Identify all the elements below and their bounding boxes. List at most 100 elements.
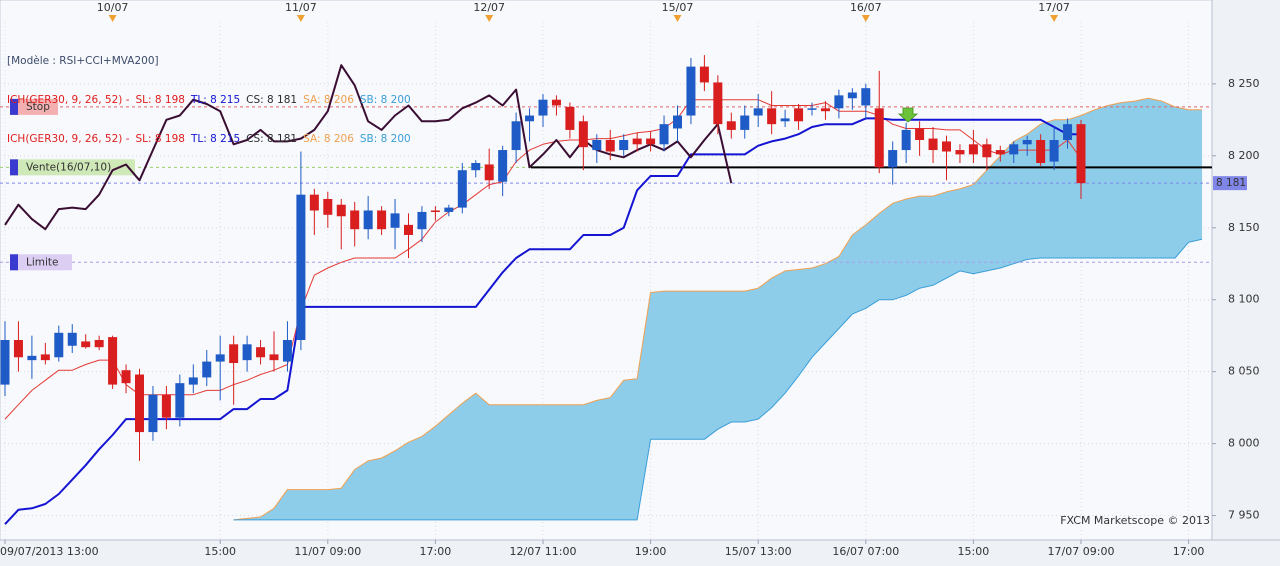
candle-body (753, 108, 763, 116)
candle-body (847, 92, 857, 99)
candle-body (686, 66, 696, 116)
day-marker (1050, 15, 1059, 22)
candle-body (780, 118, 790, 122)
candle-body (982, 144, 992, 158)
x-tick-label: 15:00 (204, 545, 236, 558)
candle-body (794, 108, 804, 122)
level-label-marker (10, 254, 18, 271)
candle-body (336, 204, 346, 217)
candle-body (148, 394, 158, 433)
candle-body (511, 121, 521, 151)
candle-body (551, 99, 561, 106)
indicator-name: ICH(GER30, 9, 26, 52) - (7, 94, 130, 106)
candle-body (377, 210, 387, 230)
x-tick-label: 09/07/2013 13:00 (0, 545, 99, 558)
candle-body (820, 108, 830, 112)
candle-body (726, 121, 736, 130)
legend-entry: CS: 8 181 (246, 94, 298, 106)
candle-body (121, 370, 131, 384)
candle-body (54, 332, 64, 358)
candle-body (417, 211, 427, 230)
candle-body (161, 394, 171, 418)
y-tick-label: 8 250 (1228, 77, 1260, 90)
candle-body (282, 339, 292, 362)
x-tick-label: 17:00 (420, 545, 452, 558)
candle-body (1009, 144, 1019, 155)
candle-body (457, 170, 467, 208)
candle-body (713, 82, 723, 125)
candle-body (901, 129, 911, 151)
day-label: 10/07 (97, 1, 129, 14)
day-marker (296, 15, 305, 22)
day-marker (108, 15, 117, 22)
candle-body (94, 339, 104, 348)
candle-body (861, 88, 871, 106)
candle-body (619, 139, 629, 151)
level-label-box (10, 254, 72, 271)
candle-body (968, 144, 978, 155)
candle-body (1036, 139, 1046, 164)
y-tick-label: 8 200 (1228, 149, 1260, 162)
level-label: Stop (26, 101, 50, 113)
candle-body (632, 138, 642, 145)
candle-body (363, 210, 373, 230)
candle-body (699, 66, 709, 83)
candle-body (13, 339, 23, 358)
candle-body (578, 121, 588, 148)
candle-body (188, 377, 198, 385)
x-tick-label: 15:00 (958, 545, 990, 558)
candle-body (525, 115, 535, 122)
last-price-label: 8 181 (1216, 177, 1246, 189)
candle-body (242, 344, 252, 361)
candle-body (673, 115, 682, 129)
candle-body (269, 354, 279, 361)
candle-body (740, 115, 750, 130)
candle-body (430, 210, 440, 212)
legend-entry: CS: 8 181 (246, 133, 298, 145)
candle-body (229, 344, 239, 364)
indicator-name: ICH(GER30, 9, 26, 52) - (7, 133, 130, 145)
candle-body (605, 139, 615, 152)
y-tick-label: 8 100 (1228, 293, 1260, 306)
legend-entry: TL: 8 215 (190, 94, 241, 106)
candle-body (915, 128, 925, 140)
last-price-box (1213, 176, 1247, 191)
level-label-marker (10, 98, 18, 115)
x-tick-label: 16/07 07:00 (832, 545, 899, 558)
candle-body (928, 138, 938, 151)
candle-body (444, 207, 454, 212)
candle-body (1076, 124, 1086, 184)
candle-body (350, 210, 360, 230)
legend-entry: SL: 8 198 (135, 133, 185, 145)
y-tick-label: 7 950 (1228, 509, 1260, 522)
candle-body (67, 332, 77, 346)
day-label: 11/07 (285, 1, 317, 14)
candle-body (942, 141, 951, 152)
candle-body (390, 213, 400, 228)
y-axis-panel (1212, 0, 1280, 540)
level-label-box (10, 159, 135, 176)
level-label-marker (10, 159, 18, 176)
model-title: [Modèle : RSI+CCI+MVA200] (7, 55, 159, 67)
candle-body (309, 194, 319, 211)
legend-entry: TL: 8 215 (190, 133, 241, 145)
candle-body (498, 150, 508, 182)
level-label-box (10, 98, 58, 115)
candle-body (565, 106, 575, 130)
candle-body (135, 374, 144, 433)
candle-body (471, 163, 481, 171)
legend-entry: SB: 8 200 (359, 94, 411, 106)
y-tick-label: 8 000 (1228, 437, 1260, 450)
x-tick-label: 12/07 11:00 (510, 545, 577, 558)
day-label: 17/07 (1038, 1, 1070, 14)
cloud-area (233, 98, 1203, 520)
day-label: 16/07 (850, 1, 882, 14)
day-marker (485, 15, 494, 22)
candle-body (1063, 124, 1073, 140)
x-tick-label: 15/07 13:00 (725, 545, 792, 558)
candle-body (215, 354, 225, 362)
x-tick-label: 19:00 (635, 545, 667, 558)
day-label: 15/07 (662, 1, 694, 14)
